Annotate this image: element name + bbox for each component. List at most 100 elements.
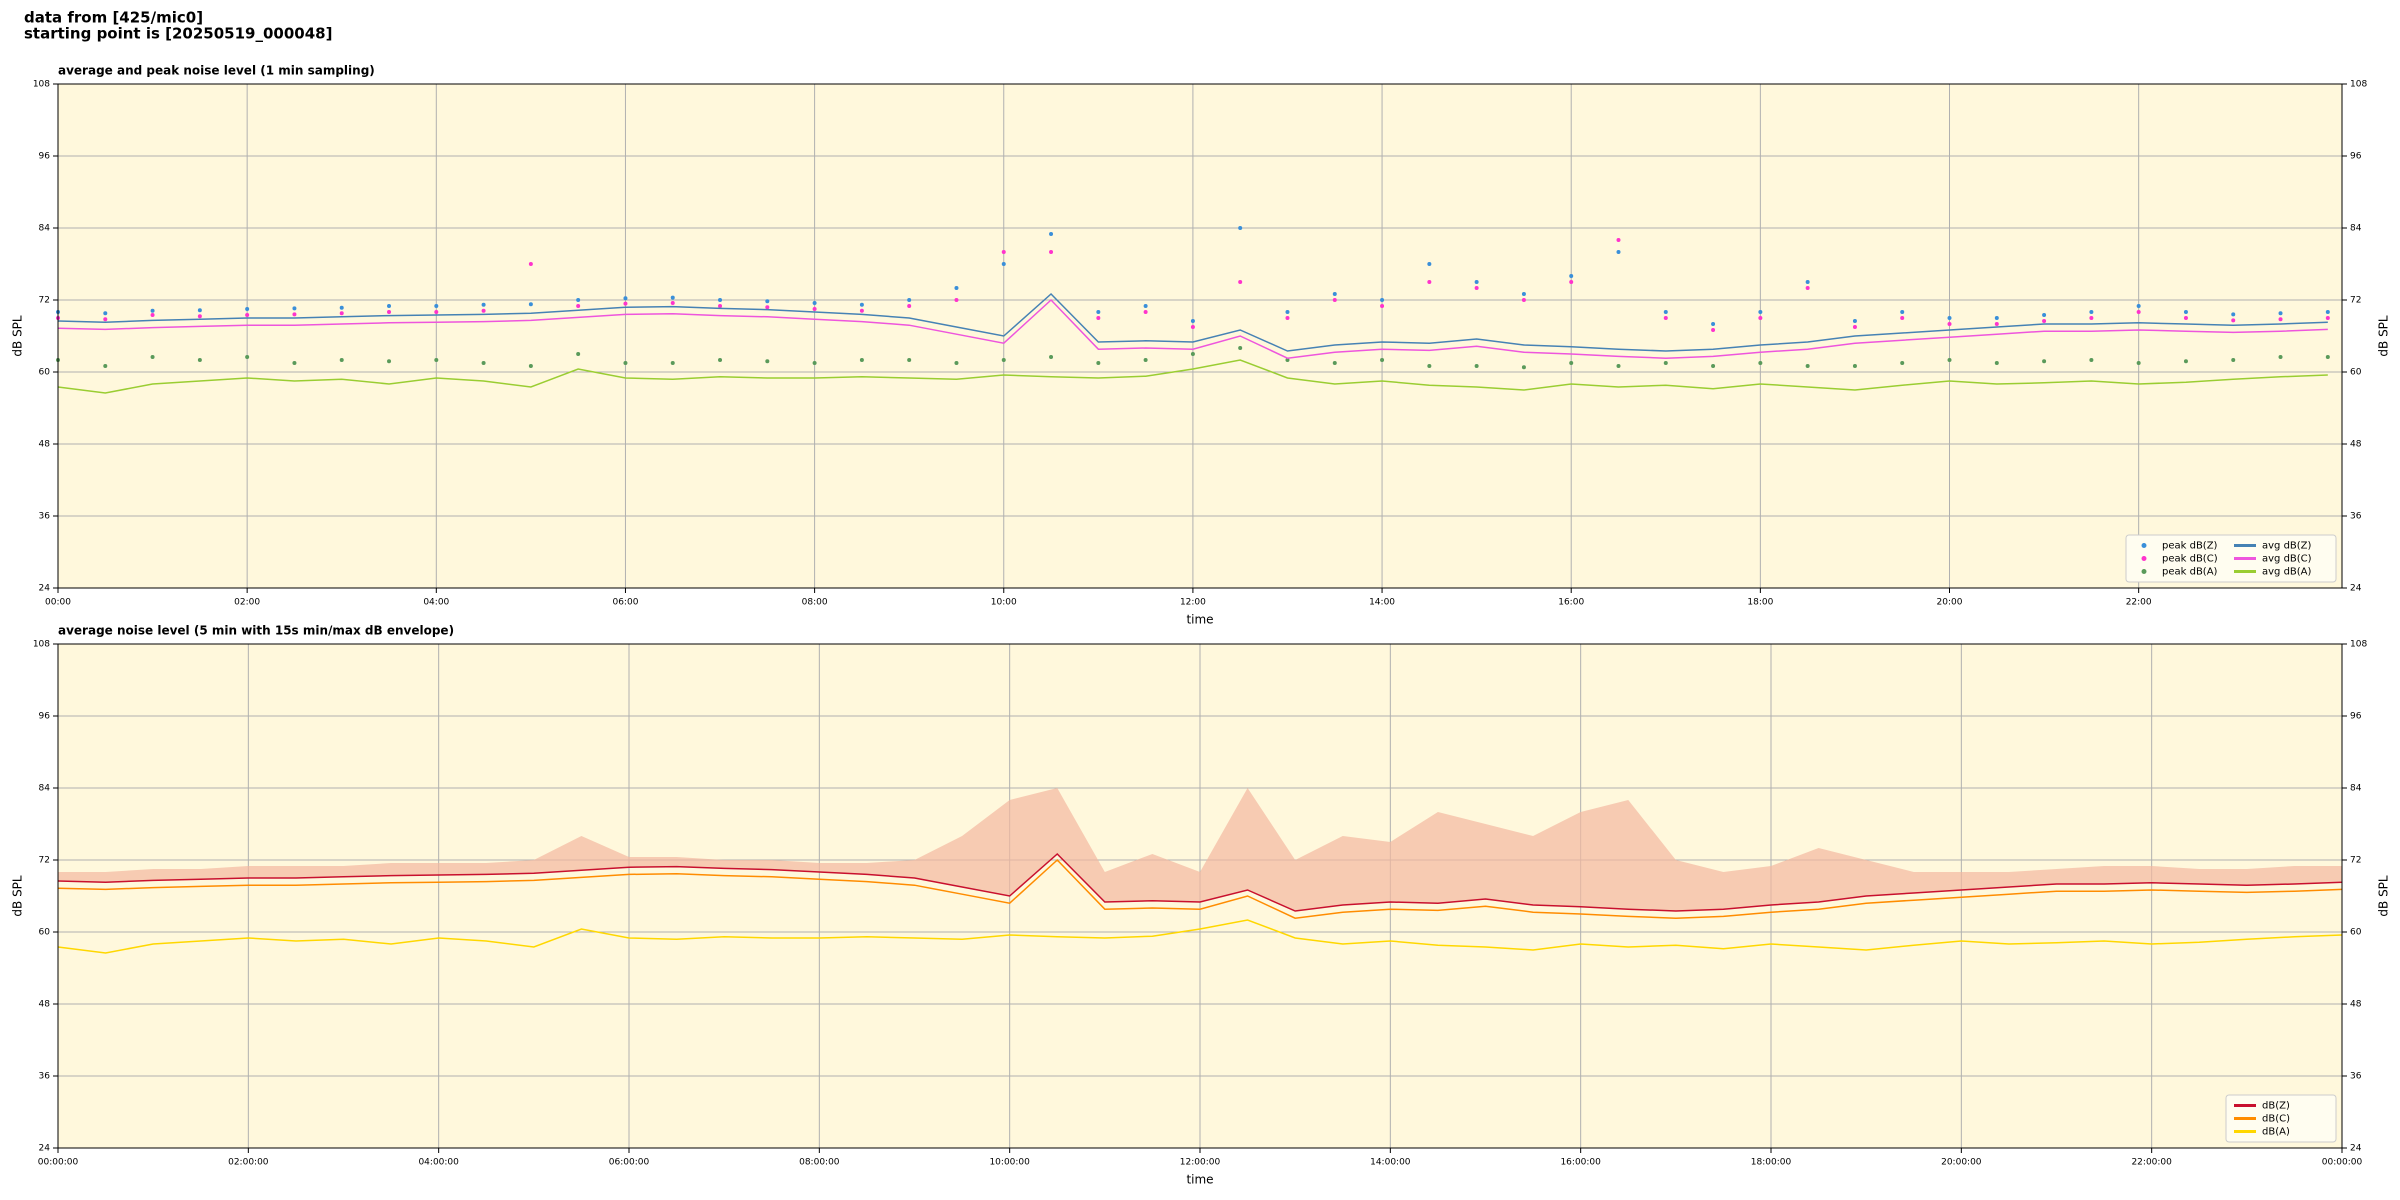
- legend-label: avg dB(A): [2262, 567, 2312, 578]
- peak-point: [1190, 319, 1195, 323]
- legend-box: [2125, 534, 2337, 583]
- peak-point: [292, 312, 297, 317]
- peak-point: [1616, 250, 1621, 254]
- x-tick-label: 00:00:00: [38, 1158, 79, 1168]
- y-tick-label: 48: [39, 440, 51, 450]
- y-tick-label: 60: [2350, 368, 2362, 378]
- peak-point: [339, 305, 344, 310]
- peak-point: [1474, 280, 1479, 284]
- peak-point: [954, 286, 959, 290]
- peak-point: [1758, 361, 1763, 365]
- header-line: data from [425/mic0]: [24, 9, 203, 27]
- peak-point: [1474, 364, 1479, 368]
- peak-point: [1947, 316, 1952, 320]
- peak-point: [339, 311, 344, 316]
- peak-point: [1616, 364, 1621, 368]
- x-tick-label: 18:00: [1747, 598, 1773, 608]
- x-tick-label: 08:00: [802, 598, 828, 608]
- x-tick-label: 14:00:00: [1370, 1158, 1411, 1168]
- peak-point: [1096, 310, 1101, 314]
- peak-point: [1380, 358, 1385, 362]
- peak-point: [292, 306, 297, 311]
- y-tick-label: 48: [2350, 440, 2362, 450]
- peak-point: [434, 310, 439, 314]
- peak-point: [2183, 310, 2188, 314]
- peak-point: [103, 311, 108, 316]
- x-tick-label: 20:00: [1937, 598, 1963, 608]
- peak-point: [1852, 364, 1857, 368]
- peak-point: [1285, 358, 1290, 362]
- peak-point: [1900, 361, 1905, 365]
- y-tick-label: 84: [39, 224, 51, 234]
- peak-point: [2278, 311, 2283, 316]
- peak-point: [576, 352, 581, 356]
- x-tick-label: 08:00:00: [799, 1158, 840, 1168]
- y-axis-label: dB SPL: [2377, 875, 2391, 917]
- y-tick-label: 24: [2350, 1144, 2362, 1154]
- peak-point: [1994, 361, 1999, 365]
- x-axis-label: time: [1186, 1173, 1213, 1187]
- peak-point: [907, 304, 912, 308]
- series-line: [57, 359, 2328, 394]
- series-line: [57, 852, 2343, 912]
- x-tick-label: 04:00:00: [418, 1158, 459, 1168]
- peak-point: [2089, 310, 2094, 314]
- legend-label: avg dB(Z): [2262, 541, 2312, 552]
- peak-point: [718, 298, 723, 302]
- peak-point: [2183, 316, 2188, 320]
- peak-point: [1805, 286, 1810, 290]
- y-tick-label: 36: [2350, 1072, 2362, 1082]
- legend-label: dB(A): [2262, 1127, 2290, 1138]
- legend-label: dB(Z): [2262, 1101, 2290, 1112]
- peak-point: [1238, 346, 1243, 350]
- y-tick-label: 84: [2350, 224, 2362, 234]
- peak-point: [245, 355, 250, 359]
- peak-point: [1900, 310, 1905, 314]
- peak-point: [1427, 262, 1432, 266]
- peak-point: [197, 358, 202, 362]
- x-tick-label: 14:00: [1369, 598, 1395, 608]
- peak-point: [1001, 358, 1006, 362]
- peak-point: [1332, 292, 1337, 296]
- header-line: starting point is [20250519_000048]: [24, 25, 332, 43]
- peak-point: [623, 301, 628, 306]
- peak-point: [2089, 358, 2094, 362]
- y-tick-label: 60: [39, 928, 51, 938]
- plot-background: [58, 84, 2342, 588]
- x-tick-label: 16:00: [1558, 598, 1584, 608]
- plot-frame: [57, 643, 2343, 1149]
- peak-point: [670, 295, 675, 300]
- x-tick-label: 18:00:00: [1751, 1158, 1792, 1168]
- peak-point: [1711, 322, 1716, 326]
- peak-point: [2278, 355, 2283, 359]
- peak-point: [765, 359, 770, 364]
- peak-point: [670, 301, 675, 305]
- peak-point: [1380, 304, 1385, 308]
- peak-point: [150, 313, 155, 317]
- peak-point: [339, 358, 344, 362]
- legend-marker: [2141, 569, 2147, 574]
- y-tick-label: 36: [39, 1072, 51, 1082]
- peak-point: [1616, 238, 1621, 242]
- peak-point: [1474, 286, 1479, 290]
- x-tick-label: 02:00: [234, 598, 260, 608]
- plot-frame: [57, 83, 2343, 589]
- peak-point: [481, 308, 486, 313]
- y-tick-label: 60: [2350, 928, 2362, 938]
- legend-label: peak dB(C): [2162, 554, 2218, 565]
- peak-point: [1805, 364, 1810, 368]
- peak-point: [434, 304, 439, 308]
- peak-point: [528, 364, 533, 368]
- y-tick-label: 24: [39, 1144, 51, 1154]
- peak-point: [859, 302, 864, 307]
- peak-point: [481, 361, 486, 365]
- peak-point: [623, 361, 628, 365]
- peak-point: [1569, 280, 1574, 284]
- y-tick-label: 72: [39, 296, 50, 306]
- peak-point: [1285, 310, 1290, 314]
- x-tick-label: 06:00:00: [609, 1158, 650, 1168]
- peak-point: [2136, 310, 2141, 314]
- chart-title: average and peak noise level (1 min samp…: [58, 64, 375, 78]
